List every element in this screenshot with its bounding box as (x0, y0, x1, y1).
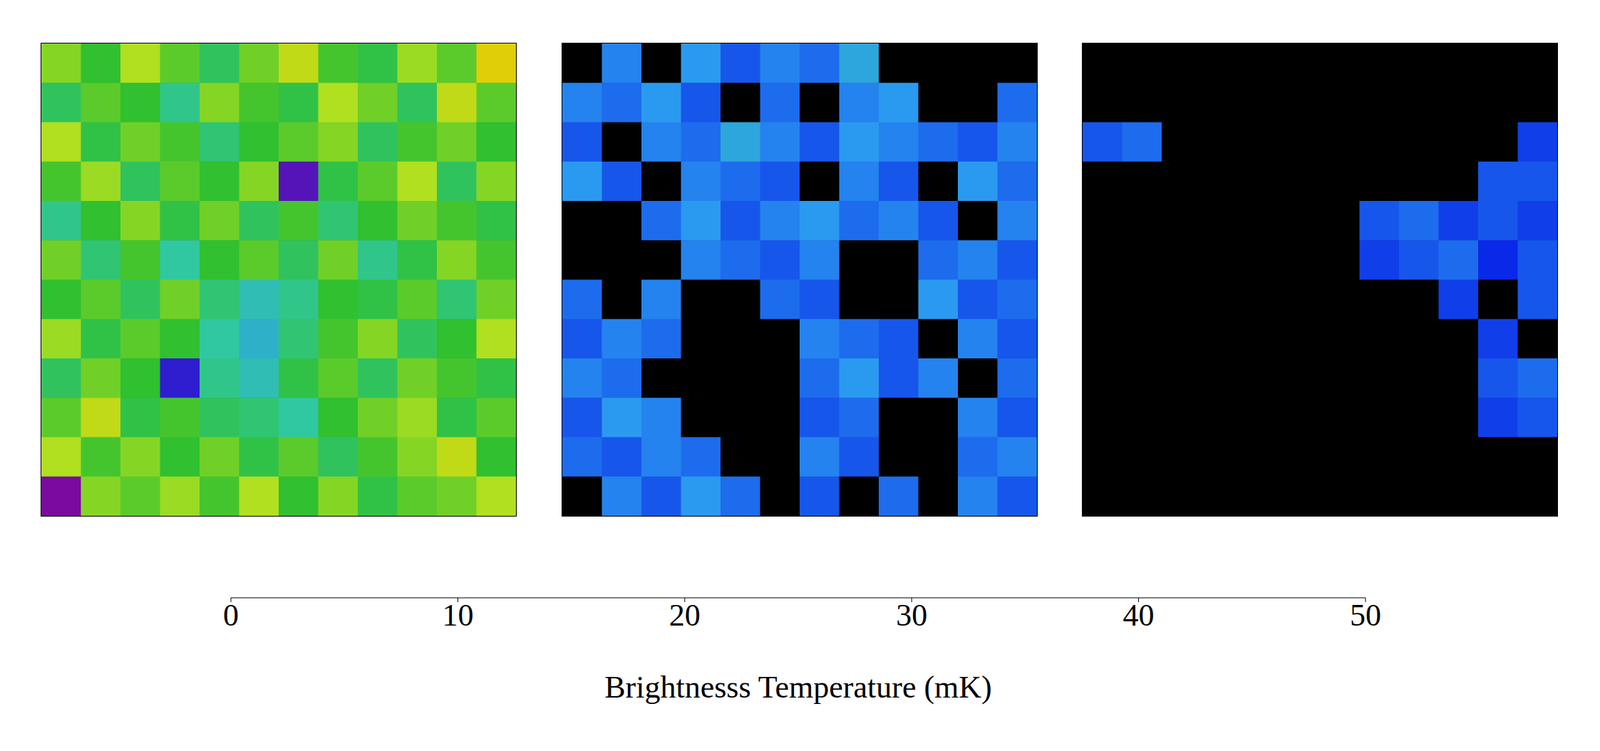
svg-text:40: 40 (1123, 597, 1155, 633)
svg-text:Brightnesss Temperature (mK): Brightnesss Temperature (mK) (604, 669, 993, 705)
svg-text:50: 50 (1349, 597, 1382, 633)
svg-text:20: 20 (669, 597, 701, 633)
svg-text:10: 10 (441, 597, 474, 633)
svg-text:30: 30 (895, 597, 928, 633)
svg-text:0: 0 (223, 597, 239, 633)
